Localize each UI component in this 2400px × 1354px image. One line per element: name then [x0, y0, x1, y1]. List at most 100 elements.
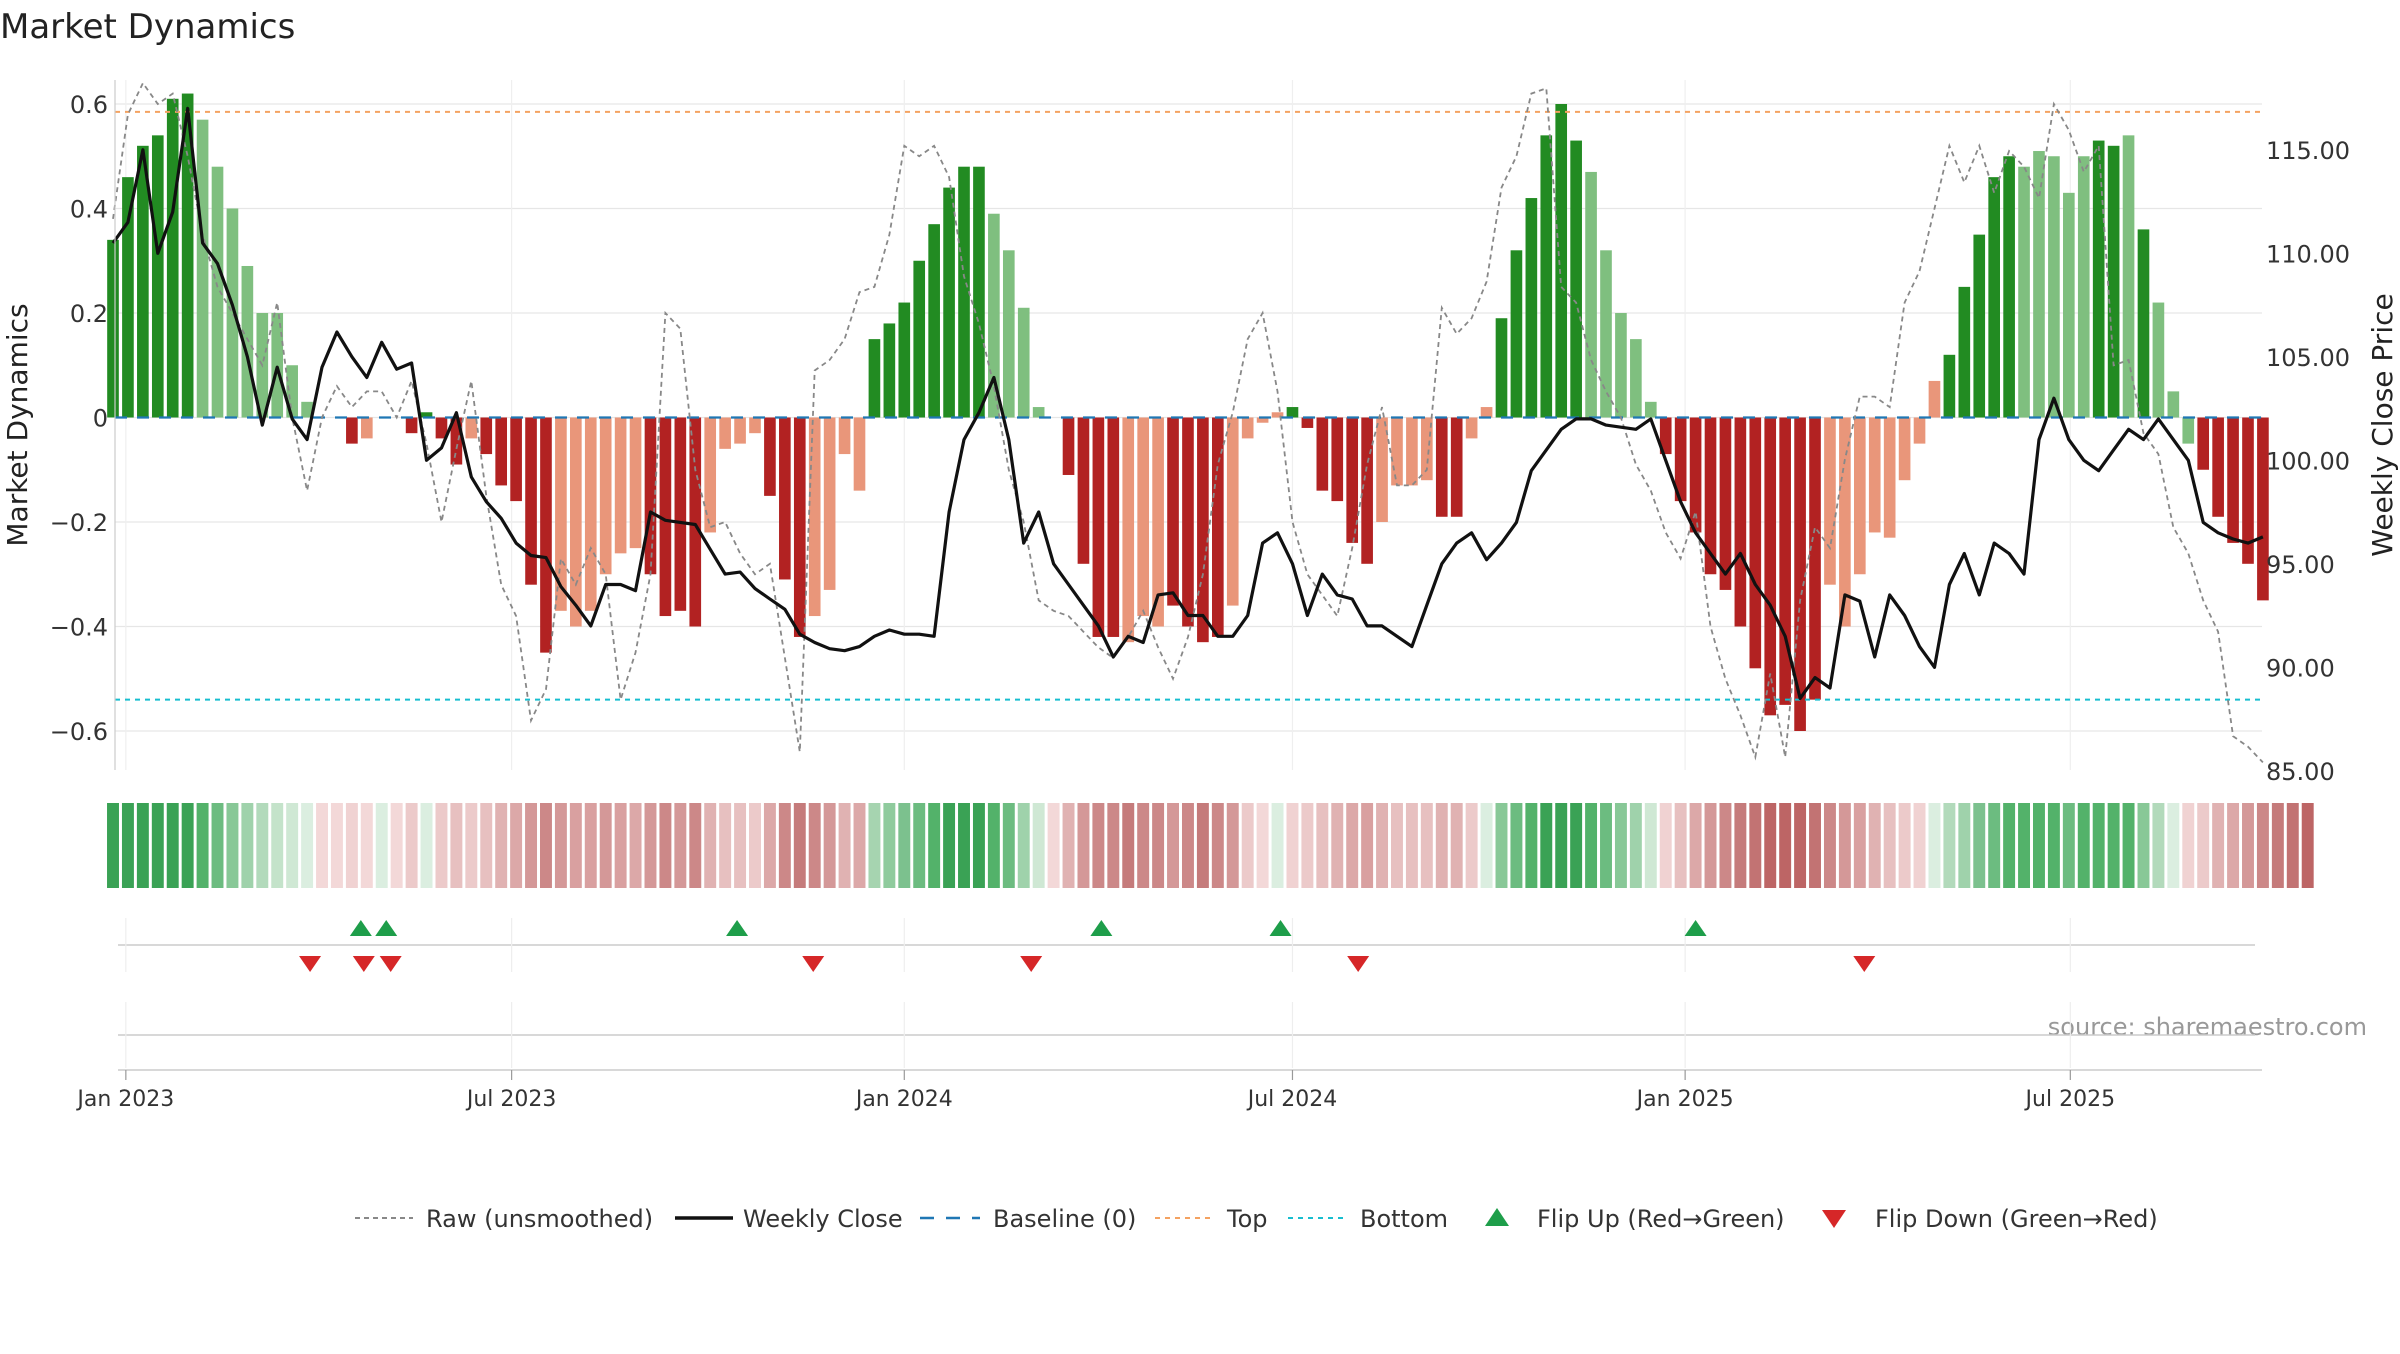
bar-week-125 — [1973, 234, 1986, 418]
bar-week-136 — [2137, 229, 2150, 418]
bar-week-33 — [599, 417, 612, 575]
axes-layer: 0.6 0.4 0.2 0 −0.2 −0.4 −0.6 115.00 110.00 105.00… — [50, 80, 2350, 786]
bar-week-94 — [1510, 250, 1523, 418]
bar-week-138 — [2167, 391, 2180, 418]
strip-cell-8 — [226, 803, 239, 888]
strip-cell-63 — [1047, 803, 1060, 888]
strip-cell-14 — [316, 803, 328, 888]
strip-cell-100 — [1600, 803, 1612, 888]
bar-week-133 — [2092, 140, 2105, 418]
bar-week-7 — [211, 166, 224, 418]
strip-cell-3 — [151, 803, 164, 888]
bar-week-86 — [1391, 417, 1403, 486]
strip-cell-108 — [1719, 803, 1732, 888]
strip-cell-1 — [121, 803, 134, 888]
flip-down-marker-1 — [352, 956, 375, 972]
strip-cell-138 — [2167, 803, 2180, 888]
bar-week-122 — [1928, 380, 1941, 418]
strip-cell-84 — [1361, 803, 1374, 888]
strip-cell-7 — [211, 803, 224, 888]
bar-week-29 — [540, 417, 552, 653]
bar-week-110 — [1749, 417, 1762, 669]
strip-cell-106 — [1689, 803, 1702, 888]
strip-cell-82 — [1331, 803, 1344, 888]
flip-down-marker-2 — [379, 956, 402, 972]
flip-down-marker-4 — [1020, 956, 1043, 972]
bar-week-38 — [674, 417, 687, 611]
strip-cell-140 — [2197, 803, 2210, 888]
bar-week-115 — [1824, 417, 1836, 585]
bar-week-90 — [1450, 417, 1463, 517]
legend-item-flipup: Flip Up (Red→Green) — [1485, 1205, 1785, 1233]
bar-week-128 — [2018, 166, 2030, 418]
bar-week-92 — [1480, 407, 1493, 418]
bar-week-116 — [1839, 417, 1851, 627]
bar-week-114 — [1809, 417, 1821, 700]
bar-week-22 — [435, 417, 448, 439]
x-tick-label: Jul 2023 — [465, 1087, 557, 1112]
strip-cell-85 — [1376, 803, 1389, 888]
strip-cell-68 — [1122, 803, 1135, 888]
bar-week-80 — [1301, 417, 1314, 428]
strip-cell-48 — [823, 803, 836, 888]
strip-cell-27 — [510, 803, 523, 888]
bar-week-34 — [614, 417, 627, 554]
bar-week-91 — [1465, 417, 1478, 439]
strip-cell-13 — [301, 803, 314, 888]
strip-cell-114 — [1809, 803, 1821, 888]
strip-cell-141 — [2212, 803, 2225, 888]
bar-week-32 — [584, 417, 597, 611]
strip-cell-139 — [2182, 803, 2195, 888]
strip-cell-26 — [495, 803, 508, 888]
bar-week-107 — [1704, 417, 1717, 575]
strip-cell-81 — [1316, 803, 1329, 888]
legend-label: Flip Down (Green→Red) — [1875, 1205, 2158, 1233]
bar-week-28 — [525, 417, 537, 585]
bar-week-8 — [226, 208, 239, 418]
bar-week-56 — [943, 187, 955, 418]
bar-week-109 — [1734, 417, 1747, 627]
strip-cell-79 — [1286, 803, 1299, 888]
bar-week-36 — [644, 417, 657, 575]
strip-cell-9 — [241, 803, 254, 888]
flip-up-marker-2 — [726, 920, 749, 936]
strip-cell-118 — [1868, 803, 1881, 888]
strip-cell-120 — [1898, 803, 1911, 888]
strip-cell-40 — [704, 803, 717, 888]
strip-cell-101 — [1614, 803, 1627, 888]
strip-cell-126 — [1988, 803, 2001, 888]
bar-week-4 — [166, 98, 179, 418]
strip-cell-39 — [689, 803, 702, 888]
strip-cell-71 — [1167, 803, 1180, 888]
bar-week-11 — [271, 313, 284, 418]
strip-cell-16 — [345, 803, 358, 888]
bar-week-17 — [360, 417, 373, 439]
strip-cell-130 — [2047, 803, 2060, 888]
strip-cell-47 — [808, 803, 821, 888]
bar-week-64 — [1062, 417, 1075, 475]
bar-week-5 — [181, 93, 194, 418]
bar-week-141 — [2212, 417, 2224, 517]
bar-week-62 — [1032, 407, 1045, 418]
bar-week-97 — [1555, 104, 1568, 418]
bar-week-77 — [1256, 417, 1269, 423]
strip-cell-70 — [1152, 803, 1165, 888]
strip-cell-73 — [1196, 803, 1209, 888]
bar-week-50 — [853, 417, 866, 491]
bar-week-96 — [1540, 135, 1553, 418]
bar-week-37 — [659, 417, 672, 617]
flip-up-marker-0 — [349, 920, 372, 936]
bar-week-39 — [689, 417, 702, 627]
bar-week-112 — [1779, 417, 1791, 705]
bar-week-118 — [1868, 417, 1881, 533]
bar-week-74 — [1211, 417, 1224, 637]
bar-week-144 — [2257, 417, 2269, 601]
bar-week-40 — [704, 417, 717, 533]
bar-week-124 — [1958, 286, 1971, 418]
y-tick-left: 0 — [93, 405, 108, 433]
bar-week-67 — [1107, 417, 1120, 637]
strip-cell-66 — [1092, 803, 1105, 888]
strip-cell-22 — [435, 803, 448, 888]
bar-week-49 — [838, 417, 851, 455]
